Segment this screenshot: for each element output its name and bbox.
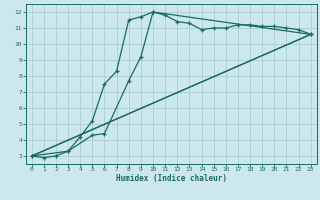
X-axis label: Humidex (Indice chaleur): Humidex (Indice chaleur) — [116, 174, 227, 183]
